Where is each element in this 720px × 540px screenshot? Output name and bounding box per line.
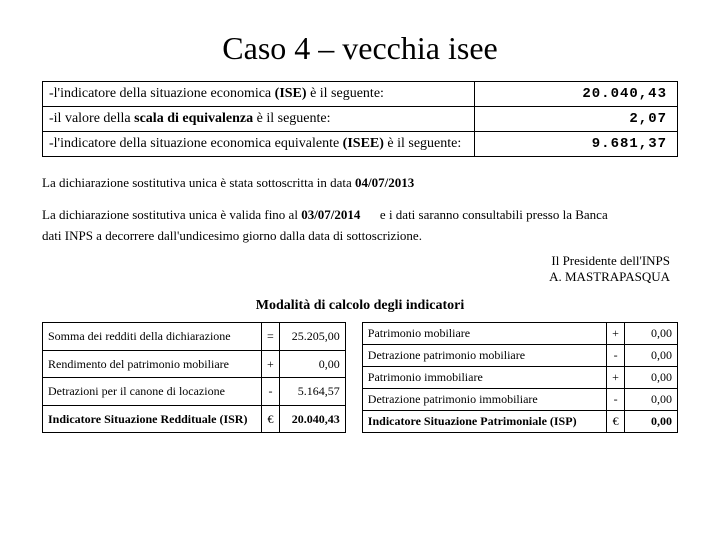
calc-op: + [606,367,625,389]
table-row: -il valore della scala di equivalenza è … [43,107,678,132]
calc-val: 25.205,00 [279,323,345,351]
table-row: Patrimonio immobiliare + 0,00 [362,367,677,389]
table-row: Detrazione patrimonio immobiliare - 0,00 [362,389,677,411]
calc-op: = [262,323,280,351]
table-row: Detrazione patrimonio mobiliare - 0,00 [362,345,677,367]
calc-op: € [262,405,280,433]
declaration-signed: La dichiarazione sostitutiva unica è sta… [42,175,678,191]
table-row: Rendimento del patrimonio mobiliare + 0,… [43,350,346,378]
calc-label: Rendimento del patrimonio mobiliare [43,350,262,378]
calc-val: 5.164,57 [279,378,345,406]
calc-label: Indicatore Situazione Patrimoniale (ISP) [362,411,606,433]
calc-op: - [606,345,625,367]
page-title: Caso 4 – vecchia isee [42,30,678,67]
calc-val: 20.040,43 [279,405,345,433]
scala-label: -il valore della scala di equivalenza è … [43,107,475,132]
table-row: Indicatore Situazione Patrimoniale (ISP)… [362,411,677,433]
calc-label: Detrazioni per il canone di locazione [43,378,262,406]
calc-label: Detrazione patrimonio mobiliare [362,345,606,367]
calc-op: € [606,411,625,433]
scala-value: 2,07 [474,107,677,132]
calc-val: 0,00 [625,367,678,389]
calc-label: Patrimonio immobiliare [362,367,606,389]
table-row: -l'indicatore della situazione economica… [43,132,678,157]
calc-label: Indicatore Situazione Reddituale (ISR) [43,405,262,433]
calc-val: 0,00 [625,323,678,345]
calc-label: Detrazione patrimonio immobiliare [362,389,606,411]
table-row: Detrazioni per il canone di locazione - … [43,378,346,406]
calc-val: 0,00 [625,389,678,411]
isee-label: -l'indicatore della situazione economica… [43,132,475,157]
isee-value: 9.681,37 [474,132,677,157]
isp-table: Patrimonio mobiliare + 0,00 Detrazione p… [362,322,678,433]
calc-op: + [262,350,280,378]
slide: Caso 4 – vecchia isee -l'indicatore dell… [0,0,720,540]
signature-block: Il Presidente dell'INPS A. MASTRAPASQUA [42,253,678,287]
table-row: Indicatore Situazione Reddituale (ISR) €… [43,405,346,433]
calc-op: + [606,323,625,345]
indicators-table: -l'indicatore della situazione economica… [42,81,678,157]
ise-label: -l'indicatore della situazione economica… [43,82,475,107]
calc-op: - [606,389,625,411]
calculation-tables: Somma dei redditi della dichiarazione = … [42,322,678,433]
ise-value: 20.040,43 [474,82,677,107]
isr-table: Somma dei redditi della dichiarazione = … [42,322,346,433]
calc-label: Somma dei redditi della dichiarazione [43,323,262,351]
calc-val: 0,00 [625,411,678,433]
table-row: Patrimonio mobiliare + 0,00 [362,323,677,345]
section-title: Modalità di calcolo degli indicatori [42,298,678,314]
table-row: -l'indicatore della situazione economica… [43,82,678,107]
calc-val: 0,00 [625,345,678,367]
calc-op: - [262,378,280,406]
calc-val: 0,00 [279,350,345,378]
calc-label: Patrimonio mobiliare [362,323,606,345]
declaration-valid: La dichiarazione sostitutiva unica è val… [42,205,678,247]
table-row: Somma dei redditi della dichiarazione = … [43,323,346,351]
